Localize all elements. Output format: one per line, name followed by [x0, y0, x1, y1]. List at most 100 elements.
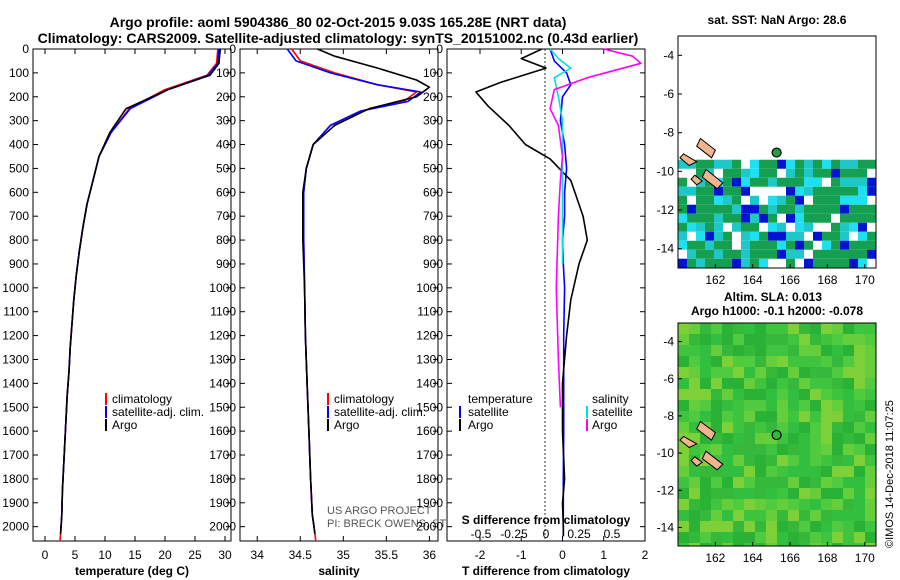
sla-cell — [700, 477, 711, 488]
sst-cell — [687, 222, 696, 232]
sla-cell — [832, 378, 843, 389]
y-tick-label: 1000 — [416, 281, 443, 295]
sla-cell — [755, 543, 766, 546]
sla-cell — [678, 488, 689, 499]
sla-cell — [843, 466, 854, 477]
sst-cell — [678, 204, 687, 214]
sst-cell — [849, 159, 858, 169]
sla-cell — [843, 323, 854, 334]
sst-cell — [750, 195, 759, 205]
sst-cell — [840, 222, 849, 232]
sst-cell — [687, 213, 696, 223]
sst-cell — [732, 213, 741, 223]
y-tick-label: 1300 — [209, 352, 236, 366]
sst-cell — [705, 249, 714, 259]
sla-cell — [766, 389, 777, 400]
sla-cell — [788, 422, 799, 433]
map-y-tick-label: -6 — [663, 87, 674, 101]
x-tick-label: 1 — [600, 548, 607, 562]
y-tick-label: 1000 — [2, 281, 29, 295]
sla-cell — [777, 499, 788, 510]
sst-cell — [705, 186, 714, 196]
sst-cell — [705, 258, 714, 268]
sla-cell — [689, 433, 700, 444]
sla-cell — [777, 378, 788, 389]
sst-cell — [723, 177, 732, 187]
sst-cell — [804, 258, 813, 268]
sst-cell — [840, 177, 849, 187]
sst-cell — [795, 195, 804, 205]
sla-cell — [755, 466, 766, 477]
argo-float-marker — [771, 429, 782, 441]
sla-cell — [689, 378, 700, 389]
sla-cell — [766, 455, 777, 466]
map-x-tick-label: 168 — [817, 551, 837, 565]
sla-cell — [733, 455, 744, 466]
sla-cell — [722, 499, 733, 510]
sla-cell — [777, 323, 788, 334]
sla-cell — [799, 543, 810, 546]
sst-cell — [804, 186, 813, 196]
y-tick-label: 700 — [9, 209, 29, 223]
sla-cell — [821, 477, 832, 488]
sst-cell — [867, 213, 876, 223]
sla-cell — [821, 323, 832, 334]
top-tick-label: 0.25 — [567, 527, 591, 541]
x-tick-label: 0 — [559, 548, 566, 562]
y-tick-label: 500 — [9, 161, 29, 175]
x-tick-label: 34.5 — [289, 548, 313, 562]
sla-cell — [733, 367, 744, 378]
sst-cell — [696, 195, 705, 205]
sla-cell — [766, 367, 777, 378]
sst-cell — [705, 231, 714, 241]
sst-cell — [849, 240, 858, 250]
sst-cell — [678, 213, 687, 223]
sst-cell — [804, 159, 813, 169]
sla-cell — [832, 345, 843, 356]
sla-cell — [865, 422, 876, 433]
sst-cell — [723, 258, 732, 268]
sla-cell — [843, 521, 854, 532]
sla-cell — [854, 411, 865, 422]
sla-cell — [810, 543, 821, 546]
sla-cell — [810, 345, 821, 356]
sla-map-subtitle: Argo h1000: -0.1 h2000: -0.078 — [691, 304, 863, 318]
sla-cell — [700, 444, 711, 455]
sst-cell — [678, 258, 687, 268]
sla-cell — [711, 466, 722, 477]
y-tick-label: 1300 — [416, 352, 443, 366]
sst-cell — [795, 204, 804, 214]
sla-cell — [678, 510, 689, 521]
sst-cell — [858, 258, 867, 268]
sla-cell — [733, 400, 744, 411]
sst-cell — [804, 204, 813, 214]
sla-cell — [788, 510, 799, 521]
y-tick-label: 800 — [9, 233, 29, 247]
sla-cell — [810, 521, 821, 532]
sla-cell — [821, 389, 832, 400]
sla-cell — [777, 455, 788, 466]
sst-cell — [750, 249, 759, 259]
sla-cell — [843, 378, 854, 389]
sla-cell — [678, 367, 689, 378]
map-x-tick-label: 170 — [855, 273, 875, 287]
sla-cell — [722, 378, 733, 389]
sla-cell — [733, 433, 744, 444]
sst-cell — [714, 240, 723, 250]
sla-cell — [832, 510, 843, 521]
sst-cell — [831, 177, 840, 187]
x-tick-label: 35 — [337, 548, 351, 562]
sst-cell — [831, 240, 840, 250]
sst-cell — [732, 249, 741, 259]
sla-cell — [854, 334, 865, 345]
sla-cell — [733, 323, 744, 334]
sla-cell — [777, 345, 788, 356]
sst-cell — [750, 204, 759, 214]
sla-cell — [711, 334, 722, 345]
sla-cell — [711, 411, 722, 422]
sst-cell — [795, 168, 804, 178]
sla-cell — [810, 411, 821, 422]
sla-cell — [810, 499, 821, 510]
salinity-plot-frame — [239, 48, 439, 542]
